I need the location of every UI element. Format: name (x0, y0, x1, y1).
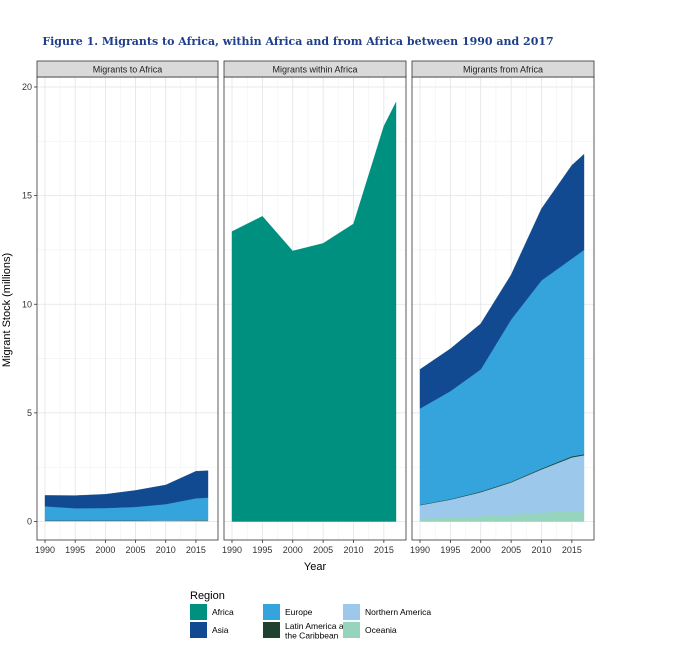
y-axis-title: Migrant Stock (millions) (1, 253, 13, 367)
x-tick-label: 2005 (501, 545, 521, 555)
area-series (231, 102, 397, 522)
legend-label: the Caribbean (285, 631, 339, 641)
figure-title: Figure 1. Migrants to Africa, within Afr… (42, 35, 553, 48)
legend-label: Asia (212, 625, 229, 635)
facet-title: Migrants from Africa (463, 65, 543, 75)
facet-panel: Migrants to Africa 1990 1995 2000 2005 2010 20… (35, 60, 219, 555)
y-axis: 0 5 10 15 20 (22, 82, 37, 527)
facet-title: Migrants within Africa (272, 65, 357, 75)
x-tick-label: 2000 (471, 545, 491, 555)
facet-panel: Migrants within Africa 1990 1995 2000 2005 20… (222, 60, 407, 555)
area-series (44, 470, 209, 509)
x-tick-label: 2015 (374, 545, 394, 555)
x-tick-label: 2010 (531, 545, 551, 555)
legend-key (343, 604, 360, 620)
legend-key (263, 622, 280, 638)
legend-key (190, 604, 207, 620)
x-tick-label: 1995 (440, 545, 460, 555)
x-tick-label: 2010 (156, 545, 176, 555)
y-tick-label: 0 (27, 517, 32, 527)
legend-title: Region (190, 590, 225, 602)
facet-strip (36, 60, 219, 78)
x-tick-label: 1995 (65, 545, 85, 555)
x-tick-label: 1995 (252, 545, 272, 555)
y-tick-label: 10 (22, 299, 32, 309)
facet-strip (411, 60, 595, 78)
facet-strip (223, 60, 407, 78)
y-tick-label: 20 (22, 82, 32, 92)
x-tick-label: 2000 (95, 545, 115, 555)
x-tick-label: 2000 (283, 545, 303, 555)
legend: Region Africa Asia Europe Latin America and… (190, 590, 431, 641)
x-axis-title: Year (304, 561, 327, 573)
x-tick-label: 2015 (562, 545, 582, 555)
facet-panels: Migrants to Africa 1990 1995 2000 2005 2010 20… (35, 60, 595, 555)
legend-label: Oceania (365, 625, 397, 635)
legend-key (343, 622, 360, 638)
legend-key (190, 622, 207, 638)
legend-label: Europe (285, 607, 313, 617)
x-tick-label: 2005 (313, 545, 333, 555)
legend-label: Africa (212, 607, 234, 617)
x-tick-label: 1990 (35, 545, 55, 555)
y-tick-label: 15 (22, 191, 32, 201)
x-tick-label: 2015 (186, 545, 206, 555)
facet-title: Migrants to Africa (93, 65, 163, 75)
x-tick-label: 1990 (410, 545, 430, 555)
legend-label: Latin America and (285, 621, 353, 631)
x-tick-label: 2005 (126, 545, 146, 555)
legend-key (263, 604, 280, 620)
x-tick-label: 2010 (343, 545, 363, 555)
facet-panel: Migrants from Africa 1990 1995 2000 2005 2010… (410, 60, 595, 555)
area-series (419, 153, 585, 409)
y-tick-label: 5 (27, 408, 32, 418)
x-tick-label: 1990 (222, 545, 242, 555)
panel-background (37, 77, 218, 540)
legend-label: Northern America (365, 607, 431, 617)
